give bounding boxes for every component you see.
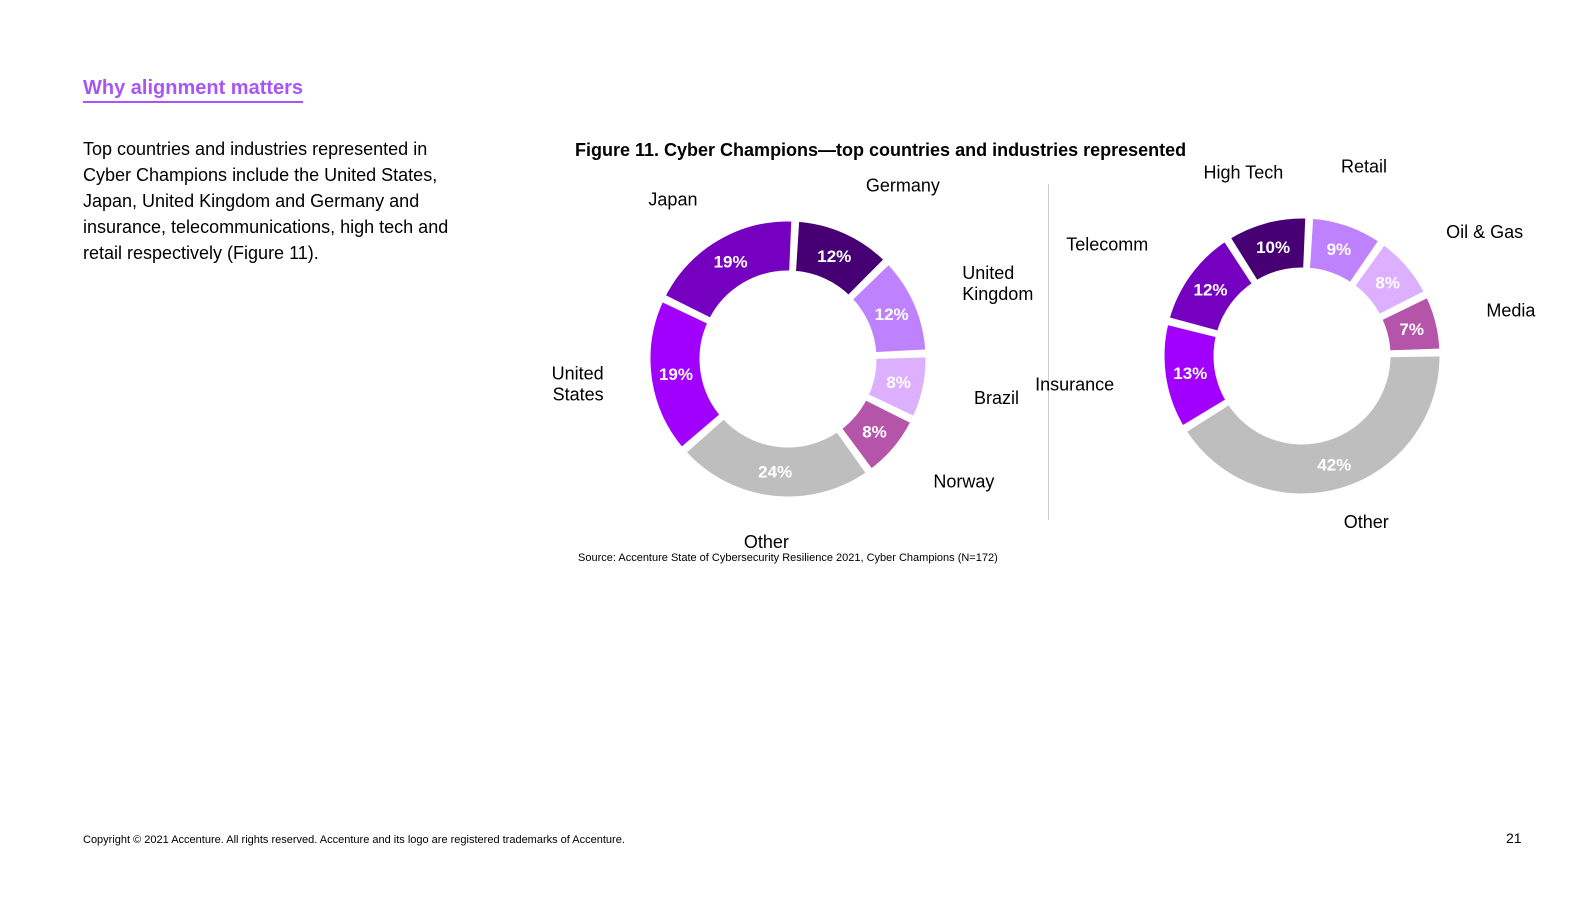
category-label-united-kingdom: United Kingdom (962, 263, 1033, 304)
intro-paragraph: Top countries and industries represented… (83, 139, 449, 263)
category-label-norway: Norway (933, 471, 994, 491)
donut-segment-germany (790, 216, 891, 302)
category-label-insurance: Insurance (1035, 374, 1114, 394)
category-label-high-tech: High Tech (1204, 162, 1284, 182)
donut-segment-other (679, 412, 873, 502)
donut-segment-other (1180, 351, 1445, 499)
category-label-germany: Germany (866, 176, 940, 196)
data-label-high-tech: 10% (1256, 238, 1290, 257)
page-number: 21 (1506, 830, 1522, 846)
data-label-retail: 9% (1327, 240, 1352, 259)
data-label-other: 42% (1317, 455, 1351, 474)
section-title: Why alignment matters (83, 77, 304, 103)
donut-segment-united-states (645, 295, 727, 454)
data-label-other: 24% (758, 462, 792, 481)
data-label-germany: 12% (817, 247, 851, 266)
category-label-media: Media (1486, 300, 1536, 320)
category-label-retail: Retail (1341, 156, 1387, 176)
category-label-japan: Japan (648, 189, 697, 209)
donut-segment-high-tech (1224, 213, 1311, 287)
data-label-media: 7% (1399, 320, 1424, 339)
data-label-insurance: 13% (1173, 364, 1207, 383)
donut-segment-insurance (1159, 319, 1232, 432)
donut-segment-united-kingdom (846, 258, 931, 358)
data-label-oil-gas: 8% (1375, 273, 1400, 292)
data-label-norway: 8% (862, 423, 887, 442)
category-label-other: Other (744, 532, 789, 552)
data-label-telecomm: 12% (1194, 281, 1228, 300)
data-label-brazil: 8% (886, 373, 911, 392)
data-label-united-states: 19% (659, 365, 693, 384)
data-label-japan: 19% (714, 253, 748, 272)
category-label-united-states: United States (552, 364, 604, 405)
category-label-telecomm: Telecomm (1066, 234, 1148, 254)
figure-source: Source: Accenture State of Cybersecurity… (578, 552, 998, 564)
data-label-united-kingdom: 12% (875, 305, 909, 324)
donut-segment-retail (1304, 213, 1385, 289)
donut-segment-japan (659, 216, 797, 324)
category-label-oil-gas: Oil & Gas (1446, 222, 1523, 242)
chart-divider (1048, 184, 1049, 520)
copyright-text: Copyright © 2021 Accenture. All rights r… (83, 834, 625, 846)
category-label-brazil: Brazil (974, 388, 1019, 408)
category-label-other: Other (1344, 512, 1389, 532)
donut-segment-telecomm (1163, 235, 1259, 337)
figure-title: Figure 11. Cyber Champions—top countries… (575, 140, 1187, 160)
